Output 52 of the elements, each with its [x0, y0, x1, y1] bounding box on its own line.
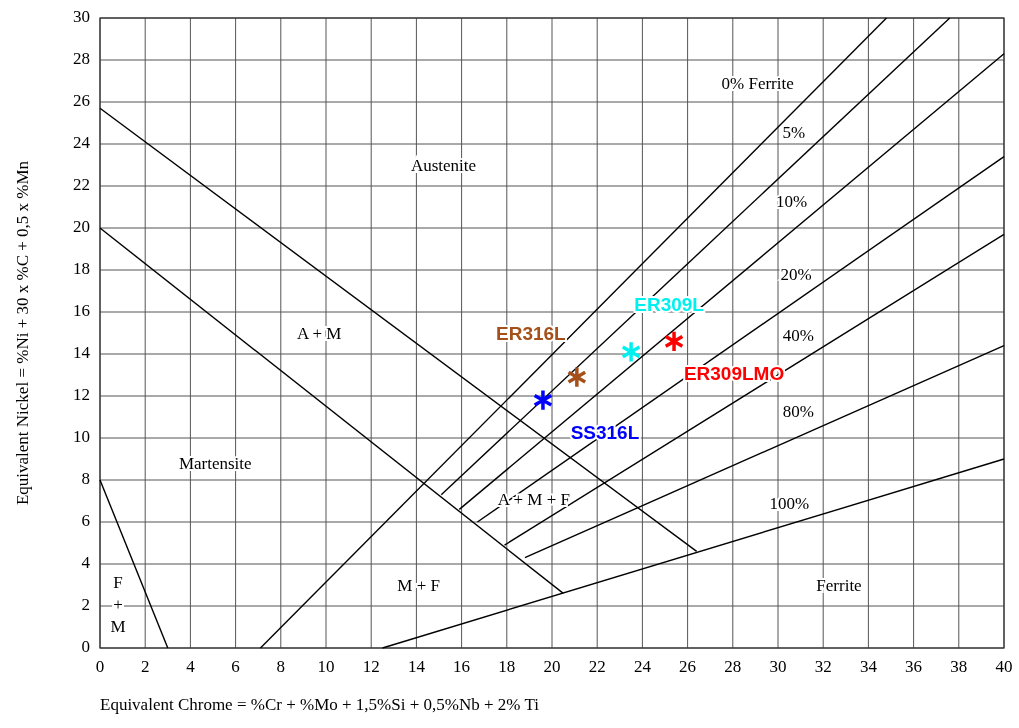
y-tick-label: 28 [73, 48, 90, 68]
y-tick-label: 16 [73, 300, 90, 320]
annotation: 20% [780, 265, 812, 285]
x-tick-label: 18 [498, 657, 516, 676]
x-tick-label: 40 [995, 657, 1013, 676]
x-tick-label: 32 [814, 657, 832, 676]
y-tick-label: 30 [73, 6, 90, 26]
x-tick-label: 22 [588, 657, 606, 676]
x-tick-label: 0 [95, 657, 105, 676]
x-tick-label: 2 [140, 657, 150, 676]
y-tick-label: 10 [73, 426, 90, 446]
x-tick-label: 36 [905, 657, 923, 676]
annotation: Ferrite [816, 576, 862, 596]
y-tick-label: 18 [73, 258, 90, 278]
x-tick-label: 6 [231, 657, 240, 676]
y-tick-label: 4 [81, 552, 91, 572]
x-tick-label: 4 [186, 657, 196, 676]
y-tick-label: 6 [81, 510, 90, 530]
annotation: 80% [782, 401, 814, 421]
y-tick-label: 24 [73, 132, 91, 152]
x-tick-label: 38 [950, 657, 968, 676]
x-tick-label: 34 [859, 657, 878, 676]
annotation: 0% Ferrite [721, 74, 794, 94]
x-tick-label: 10 [317, 657, 335, 676]
annotation: 40% [782, 326, 814, 346]
y-tick-label: 14 [73, 342, 91, 362]
x-tick-label: 12 [362, 657, 380, 676]
x-axis-title: Equivalent Chrome = %Cr + %Mo + 1,5%Si + 0,5%Nb + 2% Ti [100, 695, 540, 714]
y-tick-label: 2 [81, 594, 90, 614]
y-axis-title: Equivalent Nickel = %Ni + 30 x %C + 0,5 x %Mn [13, 160, 32, 506]
y-tick-label: 0 [81, 636, 90, 656]
x-tick-label: 24 [633, 657, 652, 676]
x-tick-label: 26 [679, 657, 697, 676]
annotation: 5% [782, 122, 806, 142]
y-tick-label: 8 [81, 468, 90, 488]
x-tick-label: 30 [769, 657, 787, 676]
annotation: A + M [296, 324, 342, 344]
x-tick-label: 28 [724, 657, 742, 676]
annotation: 100% [769, 494, 810, 514]
y-tick-label: 12 [73, 384, 90, 404]
x-tick-label: 16 [453, 657, 471, 676]
annotation: F + M [110, 572, 126, 636]
x-tick-label: 8 [276, 657, 286, 676]
x-tick-label: 20 [543, 657, 561, 676]
x-tick-label: 14 [407, 657, 426, 676]
y-tick-label: 20 [73, 216, 90, 236]
annotation: 10% [775, 191, 808, 211]
y-tick-label: 22 [73, 174, 90, 194]
annotation: A + M + F [497, 489, 570, 509]
annotation: M + F [397, 576, 440, 596]
series-label: ER316L [496, 323, 567, 345]
y-tick-label: 26 [73, 90, 90, 110]
